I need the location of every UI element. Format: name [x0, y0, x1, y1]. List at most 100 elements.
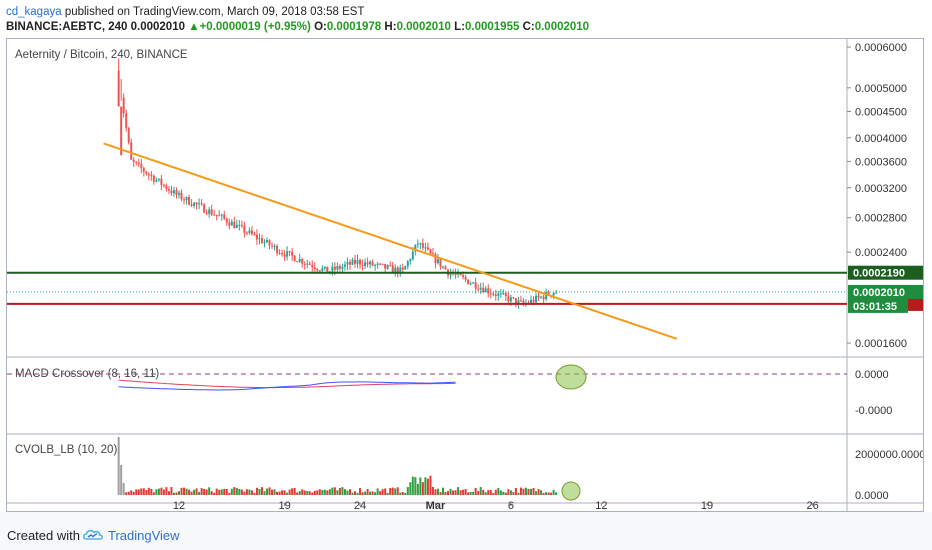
candle-body	[409, 259, 412, 262]
candle-body	[165, 185, 168, 190]
volume-bar	[338, 488, 341, 495]
candle-body	[484, 288, 487, 293]
candle-body	[540, 296, 543, 298]
volume-bar	[504, 492, 507, 495]
candle-body	[359, 259, 362, 265]
close-value: 0.0002010	[534, 21, 590, 33]
candle-body	[180, 192, 183, 200]
volume-bar	[530, 488, 532, 495]
candle-body	[504, 293, 507, 297]
volume-bar	[328, 489, 331, 495]
candle-body	[474, 282, 477, 289]
volume-bar	[125, 492, 128, 495]
candle-body	[341, 266, 344, 269]
volume-bar	[273, 489, 276, 495]
author-link[interactable]: cd_kagaya	[6, 6, 62, 18]
last-price: 0.0002010	[130, 21, 185, 33]
volume-bar	[391, 487, 394, 495]
candle-body	[507, 296, 510, 302]
candle-body	[120, 106, 123, 156]
candle-body	[235, 224, 238, 228]
volume-bar	[477, 490, 480, 495]
volume-bar	[313, 490, 316, 495]
volume-bar	[389, 488, 392, 495]
candle-body	[228, 222, 231, 226]
volume-bar	[271, 489, 274, 495]
volume-bar	[369, 491, 372, 495]
tradingview-cloud-icon	[83, 529, 103, 540]
candle-body	[172, 190, 175, 194]
volume-bar	[406, 487, 409, 495]
volume-bar	[203, 488, 206, 495]
volume-bar	[492, 492, 495, 495]
volume-bar	[364, 491, 367, 495]
volume-bar	[361, 492, 364, 495]
candle-body	[401, 267, 404, 270]
candle-body	[343, 264, 346, 267]
volume-bar	[464, 489, 467, 495]
candle-body	[230, 221, 233, 226]
volume-bar	[132, 491, 135, 495]
volume-bar	[162, 489, 165, 495]
volume-bar	[205, 489, 208, 495]
candle-body	[183, 199, 186, 201]
volume-bar	[245, 489, 248, 495]
candle-body	[542, 296, 545, 300]
tradingview-brand[interactable]: TradingView	[108, 528, 180, 543]
volume-bar	[394, 488, 397, 495]
candle-body	[240, 224, 243, 226]
volume-bar	[318, 489, 321, 495]
volume-tick-label: 0.0000	[855, 490, 889, 502]
volume-bar	[326, 490, 329, 495]
volume-bar	[524, 487, 527, 495]
candle-body	[369, 261, 372, 265]
volume-bar	[215, 488, 218, 495]
macd-crossover-highlight	[555, 364, 587, 390]
candle-body	[162, 184, 165, 186]
candle-body	[462, 275, 465, 278]
candle-body	[509, 297, 512, 302]
volume-bar	[140, 488, 143, 495]
volume-bar	[160, 487, 163, 495]
volume-bar	[519, 487, 522, 495]
candle-body	[439, 259, 442, 267]
candle-body	[288, 251, 291, 253]
volume-bar	[243, 491, 246, 495]
volume-bar	[356, 492, 359, 495]
volume-bar	[323, 489, 326, 495]
chart-frame[interactable]: Aeternity / Bitcoin, 240, BINANCE 0.00060…	[6, 38, 924, 512]
volume-bar	[522, 488, 525, 495]
candle-body	[220, 214, 223, 216]
chart-canvas[interactable]: Aeternity / Bitcoin, 240, BINANCE 0.00060…	[7, 39, 923, 511]
candle-body	[142, 168, 145, 172]
volume-bar	[183, 487, 186, 495]
volume-bar	[228, 492, 231, 495]
volume-bar	[220, 489, 223, 495]
volume-bar	[235, 487, 238, 495]
volume-bar	[386, 492, 389, 495]
candle-body	[255, 234, 258, 240]
candle-body	[406, 261, 409, 267]
candle-body	[421, 243, 424, 248]
candle-body	[223, 214, 226, 219]
volume-bar	[331, 487, 334, 495]
volume-bar	[120, 465, 123, 495]
price-tick-label: 0.0002400	[855, 247, 907, 259]
price-tick-label: 0.0002800	[855, 213, 907, 225]
volume-bar	[429, 475, 432, 495]
volume-bar	[170, 487, 173, 495]
candle-body	[250, 230, 253, 234]
volume-bar	[155, 489, 158, 495]
chart-header: cd_kagaya published on TradingView.com, …	[0, 0, 932, 38]
volume-bar	[479, 487, 482, 495]
time-tick-label: 26	[806, 500, 818, 511]
candle-body	[208, 209, 211, 215]
volume-bar	[178, 491, 180, 495]
candle-body	[316, 269, 319, 271]
countdown-tag	[848, 298, 908, 313]
current-price-label: 0.0002010	[853, 287, 905, 299]
volume-bar	[180, 487, 183, 495]
time-tick-label: 12	[595, 500, 607, 511]
high-label: H:	[384, 21, 397, 33]
candle-body	[348, 262, 351, 265]
